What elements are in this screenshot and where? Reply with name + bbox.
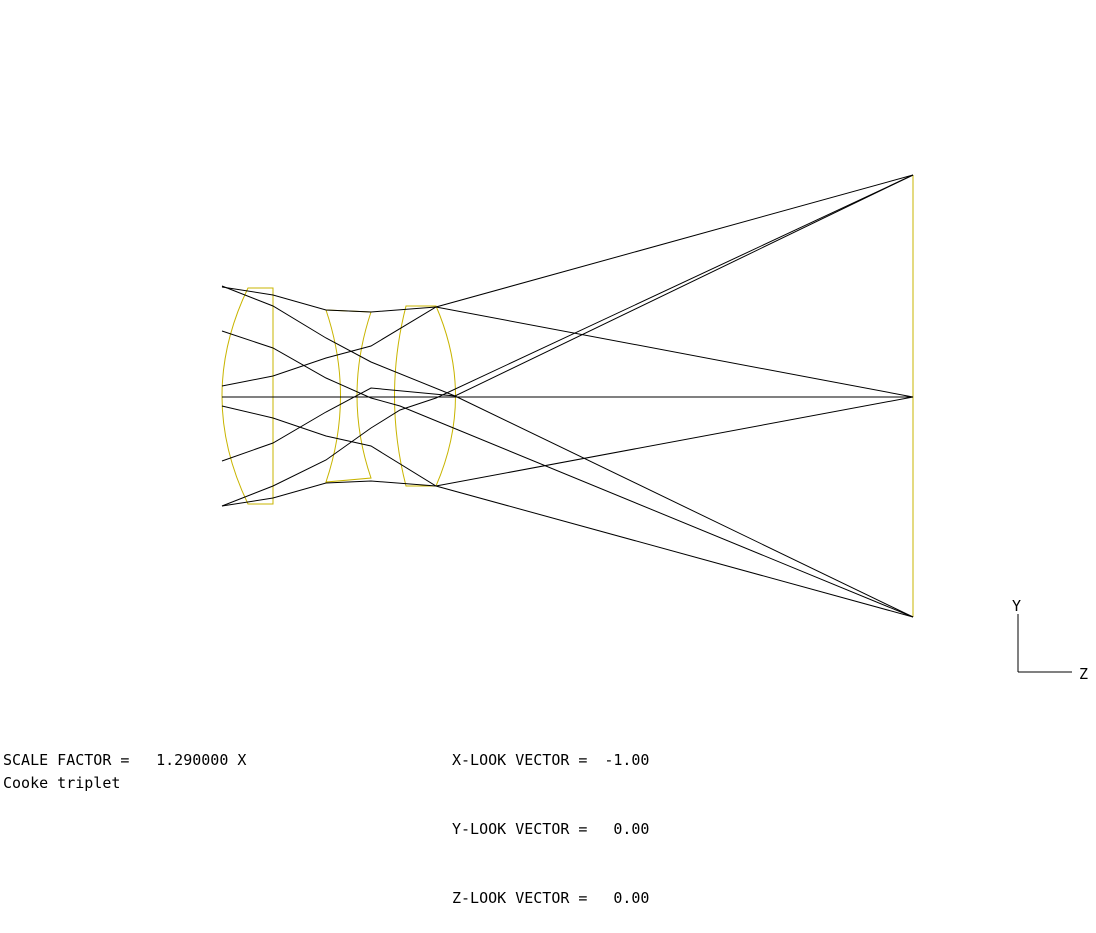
ray-bottom-field-1: [221, 285, 914, 618]
lens-element-1: [221, 287, 274, 505]
diagram-title: Cooke triplet: [3, 774, 121, 792]
ray-top-field-1: [221, 174, 914, 387]
ray-top-field-2: [221, 174, 914, 462]
z-look-vector: Z-LOOK VECTOR = 0.00: [452, 889, 650, 907]
y-axis-label: Y: [1012, 597, 1021, 615]
ray-top-field-3: [221, 174, 914, 507]
x-look-vector: X-LOOK VECTOR = -1.00: [452, 751, 650, 769]
scale-factor: SCALE FACTOR = 1.290000 X: [3, 751, 247, 769]
lens-element-3: [394, 305, 456, 487]
z-axis-label: Z: [1079, 665, 1088, 683]
y-look-vector: Y-LOOK VECTOR = 0.00: [452, 820, 650, 838]
lens-element-2: [325, 309, 372, 483]
lens-elements: [221, 175, 914, 617]
lens-layout-diagram: Y Z: [221, 174, 1088, 683]
ray-traces: [221, 174, 914, 618]
look-vector-block: X-LOOK VECTOR = -1.00 Y-LOOK VECTOR = 0.00…: [452, 703, 649, 933]
ray-bottom-field-2: [221, 330, 914, 618]
ray-bottom-field-3: [221, 405, 914, 618]
ray-onaxis-lower: [221, 396, 914, 507]
axis-indicator: [1017, 614, 1072, 673]
ray-onaxis-upper: [221, 286, 914, 398]
